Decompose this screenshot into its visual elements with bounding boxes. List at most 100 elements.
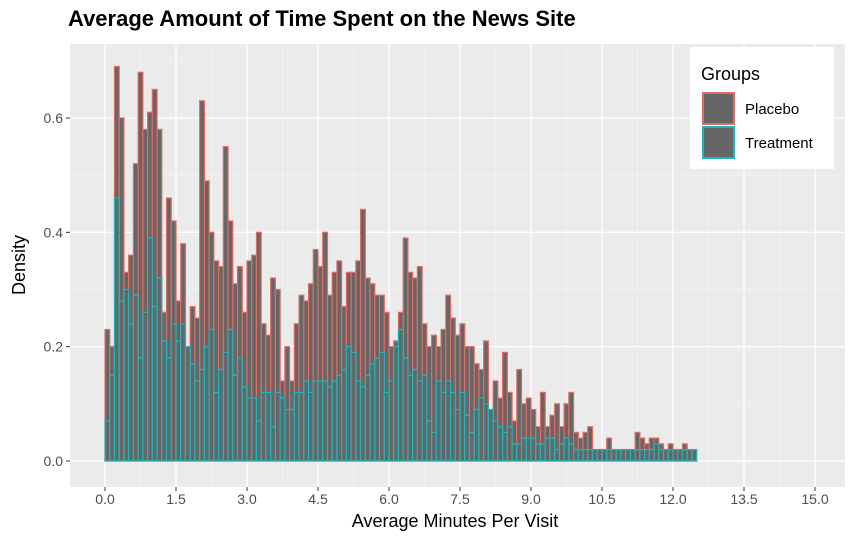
y-tick-label: 0.4 bbox=[44, 224, 64, 240]
bar-treatment bbox=[208, 328, 215, 462]
bar-treatment bbox=[658, 448, 665, 462]
bar-treatment bbox=[643, 448, 650, 462]
x-tick-label: 3.0 bbox=[237, 491, 257, 507]
bar-treatment bbox=[639, 448, 646, 462]
bar-treatment bbox=[516, 443, 523, 462]
x-axis-title: Average Minutes Per Visit bbox=[352, 511, 558, 531]
x-tick-label: 7.5 bbox=[450, 491, 470, 507]
bar-treatment bbox=[397, 328, 404, 462]
bar-treatment bbox=[109, 374, 116, 462]
bar-treatment bbox=[549, 437, 556, 462]
y-tick-label: 0.2 bbox=[44, 339, 64, 355]
bar-treatment bbox=[364, 374, 371, 462]
bar-treatment bbox=[563, 437, 570, 462]
bar-treatment bbox=[241, 386, 248, 462]
bar-treatment bbox=[251, 397, 258, 462]
bar-treatment bbox=[572, 448, 579, 462]
x-tick-label: 13.5 bbox=[730, 491, 757, 507]
bar-treatment bbox=[445, 380, 452, 462]
x-tick-label: 9.0 bbox=[521, 491, 541, 507]
bar-treatment bbox=[303, 380, 310, 462]
bar-treatment bbox=[454, 408, 461, 462]
bar-treatment bbox=[246, 397, 253, 462]
bar-treatment bbox=[535, 443, 542, 462]
bar-treatment bbox=[203, 346, 210, 462]
bar-treatment bbox=[691, 448, 698, 462]
bar-treatment bbox=[677, 448, 684, 462]
bar-treatment bbox=[222, 351, 229, 462]
bar-treatment bbox=[189, 363, 196, 462]
bar-treatment bbox=[610, 448, 617, 462]
bar-treatment bbox=[156, 277, 163, 462]
bar-treatment bbox=[350, 351, 357, 462]
bar-treatment bbox=[601, 448, 608, 462]
bar-treatment bbox=[497, 426, 504, 462]
bar-treatment bbox=[170, 323, 177, 462]
bar-treatment bbox=[378, 351, 385, 462]
legend-label-placebo: Placebo bbox=[745, 101, 799, 118]
bar-treatment bbox=[265, 391, 272, 462]
bar-treatment bbox=[180, 323, 187, 462]
bar-treatment bbox=[326, 386, 333, 462]
bar-treatment bbox=[596, 448, 603, 462]
series-treatment bbox=[104, 197, 698, 462]
y-tick-label: 0.0 bbox=[44, 453, 64, 469]
bar-treatment bbox=[165, 357, 172, 462]
x-tick-label: 1.5 bbox=[166, 491, 186, 507]
bar-treatment bbox=[345, 346, 352, 462]
bar-treatment bbox=[402, 357, 409, 462]
bar-treatment bbox=[336, 374, 343, 462]
bar-treatment bbox=[582, 448, 589, 462]
bar-treatment bbox=[530, 437, 537, 462]
y-tick-label: 0.6 bbox=[44, 110, 64, 126]
bar-treatment bbox=[525, 437, 532, 462]
bar-treatment bbox=[539, 443, 546, 462]
bar-treatment bbox=[435, 380, 442, 462]
bar-treatment bbox=[260, 391, 267, 462]
x-tick-label: 12.0 bbox=[659, 491, 686, 507]
bar-treatment bbox=[128, 323, 135, 462]
bar-treatment bbox=[625, 448, 632, 462]
bar-treatment bbox=[279, 397, 286, 462]
bar-treatment bbox=[236, 357, 243, 462]
bar-treatment bbox=[232, 374, 239, 462]
bar-treatment bbox=[577, 448, 584, 462]
bar-treatment bbox=[307, 391, 314, 462]
x-tick-label: 10.5 bbox=[588, 491, 615, 507]
bar-treatment bbox=[142, 311, 149, 462]
bar-treatment bbox=[213, 391, 220, 462]
bar-treatment bbox=[184, 346, 191, 462]
y-axis-title: Density bbox=[9, 235, 29, 295]
bar-treatment bbox=[113, 197, 120, 462]
axes: 0.0 1.5 3.0 4.5 6.0 7.5 9.0 10.5 12.0 13.5 15.0 0.0… bbox=[44, 110, 829, 507]
bar-treatment bbox=[681, 448, 688, 462]
bar-treatment bbox=[487, 408, 494, 462]
bar-treatment bbox=[544, 437, 551, 462]
bar-treatment bbox=[606, 448, 613, 462]
bar-treatment bbox=[360, 386, 366, 462]
bar-treatment bbox=[123, 288, 130, 462]
legend-key-placebo bbox=[702, 92, 735, 125]
bar-treatment bbox=[459, 391, 466, 462]
bar-treatment bbox=[587, 448, 594, 462]
bar-treatment bbox=[274, 391, 281, 462]
legend-key-treatment bbox=[702, 126, 735, 159]
x-tick-label: 6.0 bbox=[379, 491, 399, 507]
bar-treatment bbox=[473, 408, 480, 462]
x-tick-label: 15.0 bbox=[801, 491, 828, 507]
bar-treatment bbox=[421, 374, 428, 462]
x-tick-label: 4.5 bbox=[308, 491, 328, 507]
bar-treatment bbox=[667, 448, 674, 462]
bar-treatment bbox=[615, 448, 622, 462]
chart-title: Average Amount of Time Spent on the News… bbox=[68, 6, 576, 31]
legend: Groups Placebo Treatment bbox=[690, 47, 834, 169]
bar-treatment bbox=[393, 346, 400, 462]
bar-treatment bbox=[672, 448, 679, 462]
x-tick-label: 0.0 bbox=[95, 491, 115, 507]
bar-treatment bbox=[175, 340, 182, 462]
bar-treatment bbox=[478, 397, 485, 462]
bar-treatment bbox=[591, 448, 598, 462]
bar-treatment bbox=[355, 380, 362, 462]
bar-treatment bbox=[289, 408, 295, 462]
